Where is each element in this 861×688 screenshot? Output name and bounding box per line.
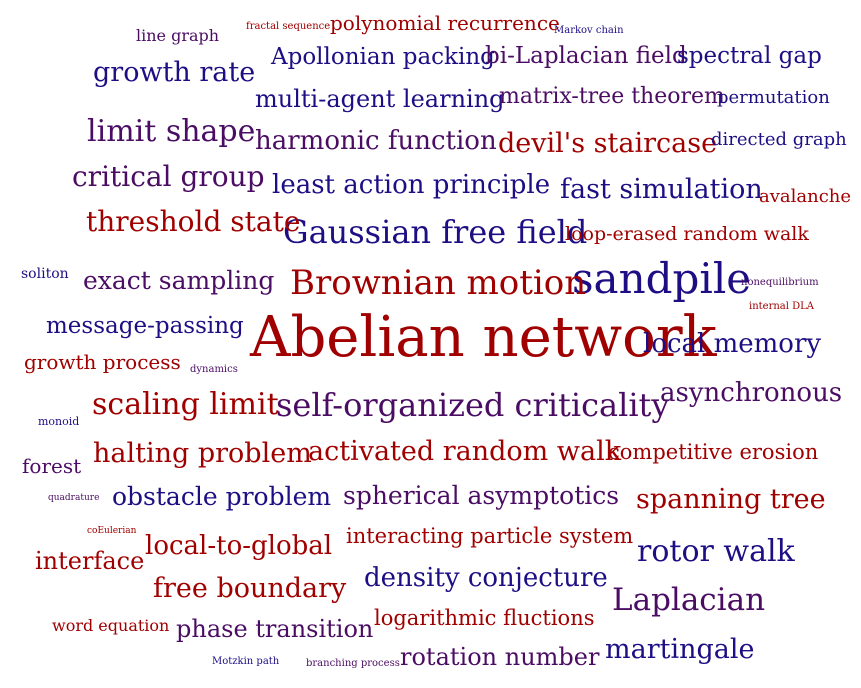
- word-markov-chain: Markov chain: [554, 25, 624, 36]
- word-bi-laplacian-field: bi-Laplacian field: [485, 43, 687, 69]
- word-critical-group: critical group: [72, 160, 265, 193]
- word-laplacian: Laplacian: [612, 582, 766, 618]
- word-sandpile: sandpile: [572, 254, 752, 303]
- word-self-organized-criticality: self-organized criticality: [276, 386, 670, 424]
- word-permutation: permutation: [717, 87, 830, 108]
- word-forest: forest: [22, 454, 82, 478]
- word-local-memory: local memory: [643, 329, 822, 359]
- word-asynchronous: asynchronous: [660, 378, 843, 408]
- word-interface: interface: [35, 547, 145, 575]
- word-phase-transition: phase transition: [176, 615, 374, 643]
- word-directed-graph: directed graph: [711, 129, 847, 150]
- word-local-to-global: local-to-global: [145, 531, 333, 561]
- word-free-boundary: free boundary: [153, 573, 347, 604]
- word-exact-sampling: exact sampling: [83, 266, 275, 295]
- word-growth-rate: growth rate: [93, 57, 256, 88]
- word-harmonic-function: harmonic function: [255, 126, 497, 156]
- word-rotor-walk: rotor walk: [637, 534, 795, 569]
- word-interacting-particle-system: interacting particle system: [346, 524, 634, 548]
- word-logarithmic-fluctions: logarithmic fluctions: [374, 606, 595, 630]
- word-spanning-tree: spanning tree: [636, 484, 826, 515]
- word-scaling-limit: scaling limit: [92, 387, 279, 422]
- word-activated-random-walk: activated random walk: [308, 436, 622, 467]
- word-gaussian-free-field: Gaussian free field: [283, 213, 588, 251]
- word-multi-agent-learning: multi-agent learning: [255, 85, 505, 113]
- word-spectral-gap: spectral gap: [677, 43, 822, 69]
- word-loop-erased-random-walk: loop-erased random walk: [565, 223, 809, 245]
- word-dynamics: dynamics: [190, 364, 238, 375]
- word-martingale: martingale: [605, 634, 755, 665]
- word-limit-shape: limit shape: [87, 114, 256, 149]
- word-message-passing: message-passing: [46, 313, 244, 339]
- word-motzkin-path: Motzkin path: [212, 656, 280, 667]
- word-soliton: soliton: [21, 266, 69, 282]
- word-least-action-principle: least action principle: [272, 170, 551, 200]
- word-obstacle-problem: obstacle problem: [112, 482, 332, 511]
- word-nonequilibrium: nonequilibrium: [741, 277, 819, 288]
- word-avalanche: avalanche: [759, 186, 852, 207]
- word-matrix-tree-theorem: matrix-tree theorem: [499, 84, 725, 109]
- word-density-conjecture: density conjecture: [364, 563, 608, 593]
- word-apollonian-packing: Apollonian packing: [271, 44, 495, 70]
- word-rotation-number: rotation number: [400, 643, 600, 671]
- word-growth-process: growth process: [24, 350, 181, 374]
- word-abelian-network: Abelian network: [250, 305, 717, 370]
- word-spherical-asymptotics: spherical asymptotics: [343, 481, 620, 510]
- word-word-equation: word equation: [52, 616, 170, 635]
- word-coeulerian: coEulerian: [87, 526, 137, 536]
- word-threshold-state: threshold state: [86, 205, 301, 238]
- word-halting-problem: halting problem: [93, 438, 312, 469]
- word-line-graph: line graph: [136, 26, 220, 45]
- word-brownian-motion: Brownian motion: [290, 263, 587, 303]
- word-fast-simulation: fast simulation: [560, 174, 763, 205]
- word-fractal-sequence: fractal sequence: [246, 21, 331, 32]
- word-polynomial-recurrence: polynomial recurrence: [330, 11, 560, 35]
- word-competitive-erosion: competitive erosion: [608, 440, 819, 464]
- word-internal-dla: internal DLA: [749, 301, 815, 312]
- word-quadrature: quadrature: [48, 493, 100, 503]
- word-devils-staircase: devil's staircase: [498, 128, 718, 159]
- word-branching-process: branching process: [306, 658, 400, 669]
- word-monoid: monoid: [38, 415, 80, 428]
